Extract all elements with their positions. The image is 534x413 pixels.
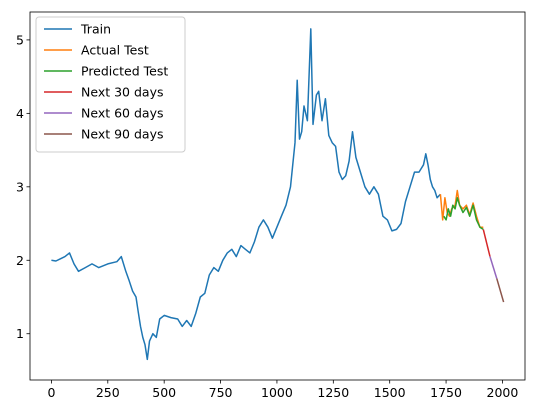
legend-label: Train — [80, 22, 111, 37]
y-tick-label: 2 — [16, 253, 24, 268]
series-line-next-60-days — [489, 256, 498, 279]
y-tick-label: 1 — [16, 326, 24, 341]
y-tick-label: 5 — [16, 32, 24, 47]
series-line-next-90-days — [496, 278, 505, 303]
legend-box — [35, 16, 186, 153]
y-tick-label: 4 — [16, 106, 24, 121]
x-tick-label: 1000 — [261, 385, 293, 400]
series-line-predicted-test — [443, 197, 484, 231]
x-tick-label: 750 — [209, 385, 233, 400]
legend-label: Next 30 days — [81, 85, 163, 100]
legend: Train Actual Test Predicted Test Next 30 da… — [35, 16, 186, 153]
x-tick-label: 1750 — [430, 385, 462, 400]
x-tick-label: 0 — [47, 385, 55, 400]
x-tick-label: 250 — [96, 385, 120, 400]
x-tick-label: 500 — [152, 385, 176, 400]
series-line-train — [51, 28, 441, 361]
x-tick-label: 1500 — [374, 385, 406, 400]
x-tick-label: 1250 — [317, 385, 349, 400]
legend-label: Next 90 days — [81, 127, 163, 142]
series-line-next-30-days — [482, 229, 491, 257]
axes-frame — [29, 11, 526, 381]
legend-label: Next 60 days — [81, 106, 163, 121]
plot-frame — [29, 11, 526, 381]
y-axis: 1 2 3 4 5 — [16, 32, 30, 341]
legend-label: Actual Test — [81, 43, 149, 58]
legend-label: Predicted Test — [81, 64, 168, 79]
x-tick-label: 2000 — [487, 385, 519, 400]
y-tick-label: 3 — [16, 179, 24, 194]
series-layer — [51, 28, 505, 361]
x-axis: 0 250 500 750 1000 1250 1500 1750 2000 — [47, 380, 518, 400]
